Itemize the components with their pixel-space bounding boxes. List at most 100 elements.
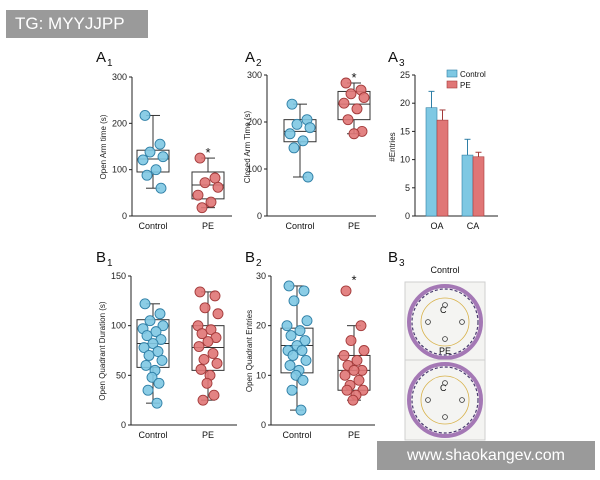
y-tick-label: 30 (256, 271, 266, 281)
data-point (150, 164, 162, 176)
data-point (201, 377, 213, 389)
axes-B1: 0 50 100 150 Open Quadrant Duration (s) Contr… (98, 271, 237, 440)
maze-track (411, 288, 479, 356)
data-point (281, 320, 293, 332)
data-point (208, 389, 220, 401)
y-tick-label: 0 (261, 420, 266, 430)
data-point (283, 280, 295, 292)
data-point (138, 342, 150, 353)
data-point (353, 374, 365, 386)
data-point (195, 363, 207, 375)
y-tick-label: 150 (111, 271, 126, 281)
y-tick-label: 200 (112, 118, 127, 128)
data-point (154, 308, 166, 320)
y-axis-label: #Entries (388, 132, 397, 161)
significance-star: * (351, 70, 356, 85)
data-point (193, 341, 205, 352)
data-point (205, 196, 217, 208)
maze-ring-outer (407, 284, 483, 360)
y-tick-label: 0 (405, 211, 410, 221)
maze-marker (425, 397, 431, 403)
panel-subscript: 3 (399, 58, 405, 69)
series-pe (436, 109, 485, 217)
legend: Control PE (446, 69, 486, 90)
panel-letter: A (245, 49, 255, 66)
data-point (340, 77, 352, 89)
series-control (283, 98, 317, 183)
data-point (341, 384, 353, 396)
panel-subscript: 2 (256, 58, 262, 69)
data-point (300, 354, 312, 366)
data-point (198, 353, 210, 365)
maze-title: PE (439, 346, 451, 356)
data-point (296, 345, 308, 356)
data-point (348, 364, 360, 376)
y-tick-label: 200 (247, 117, 262, 127)
y-tick-label: 50 (116, 370, 126, 380)
data-point (304, 122, 316, 134)
panel-subscript: 3 (399, 258, 405, 269)
data-point (284, 359, 296, 371)
panel-letter: A (388, 49, 398, 66)
y-tick-label: 10 (400, 155, 410, 165)
data-point (358, 92, 370, 104)
data-point (284, 128, 296, 140)
bar (436, 119, 449, 217)
y-tick-label: 0 (121, 420, 126, 430)
panel-letter: B (245, 249, 255, 266)
panel-letter: A (96, 49, 106, 66)
x-category-label: Control (138, 430, 167, 440)
data-point (147, 338, 159, 349)
data-point (286, 98, 298, 110)
y-axis-label: Open Quadrant Duration (s) (98, 301, 107, 400)
maze-inner-circle (420, 297, 470, 347)
data-point (194, 286, 206, 298)
significance-star: * (351, 272, 356, 287)
maze-marker (442, 302, 448, 308)
data-point (288, 295, 300, 307)
series-pe (191, 286, 225, 406)
data-point (299, 335, 311, 347)
x-category-label: PE (202, 430, 214, 440)
data-point (139, 110, 151, 121)
data-point (347, 394, 359, 406)
y-axis-label: Open Arm time (s) (99, 114, 108, 179)
x-category-label: PE (348, 430, 360, 440)
axes-B2: 0 10 20 30 Open Quadrant Entries Control PE (245, 271, 375, 440)
x-category-label: Control (285, 221, 314, 231)
y-tick-label: 15 (400, 126, 410, 136)
y-tick-label: 100 (112, 165, 127, 175)
x-category-label: PE (348, 221, 360, 231)
data-point (345, 88, 357, 100)
panel-subscript: 1 (107, 58, 113, 69)
data-point (142, 384, 154, 396)
maze-title: Control (430, 265, 459, 275)
y-tick-label: 5 (405, 183, 410, 193)
maze-inner-circle (420, 375, 470, 425)
data-point (151, 397, 163, 409)
data-point (141, 169, 153, 181)
panel-letter: B (96, 249, 106, 266)
series-pe (337, 77, 371, 140)
data-point (351, 354, 363, 366)
y-tick-label: 100 (111, 321, 126, 331)
data-point (199, 302, 211, 314)
data-point (207, 348, 219, 359)
data-point (196, 328, 208, 340)
data-point (141, 330, 153, 342)
y-tick-label: 300 (247, 70, 262, 80)
maze-frame (404, 359, 486, 441)
data-point (294, 325, 306, 337)
x-category-label: Control (282, 430, 311, 440)
axes-A2: 0 100 200 300 Closed Arm Time (s) Control PE (243, 70, 376, 231)
data-point (211, 357, 223, 369)
data-point (156, 354, 168, 366)
data-point (192, 189, 204, 201)
maze-center-label: C (440, 383, 447, 393)
legend-label: PE (460, 81, 471, 90)
data-point (155, 182, 167, 194)
